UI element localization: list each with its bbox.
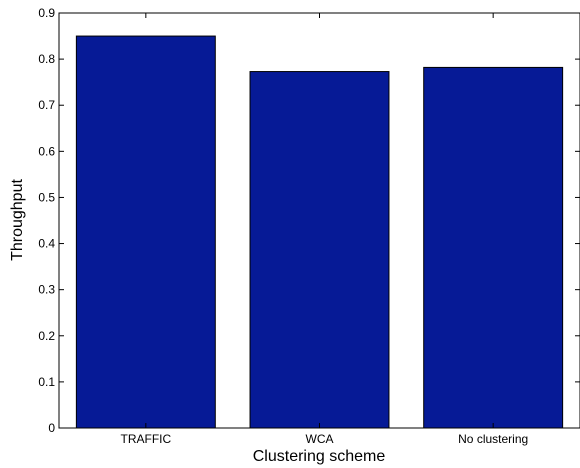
y-tick-label: 0.2 — [38, 329, 55, 343]
y-tick-label: 0 — [48, 421, 55, 435]
x-axis-title: Clustering scheme — [253, 448, 386, 465]
bar-traffic — [75, 35, 216, 429]
y-axis-title: Throughput — [9, 179, 26, 261]
y-tick-label: 0.1 — [38, 375, 55, 389]
y-tick-label: 0.4 — [38, 237, 55, 251]
x-tick-label: WCA — [306, 432, 334, 446]
y-tick-label: 0.9 — [38, 6, 55, 20]
bars-group — [75, 35, 564, 429]
y-tick-label: 0.3 — [38, 283, 55, 297]
bar-no-clustering — [423, 66, 564, 429]
x-tick-label: No clustering — [458, 432, 528, 446]
y-tick-label: 0.7 — [38, 98, 55, 112]
y-tick-label: 0.6 — [38, 144, 55, 158]
y-tick-label: 0.5 — [38, 190, 55, 204]
x-tick-label: TRAFFIC — [120, 432, 171, 446]
ticks-group: TRAFFIC WCA No clustering 0 0.1 0.2 0.3 0.4 0.5 0… — [38, 6, 580, 446]
y-tick-label: 0.8 — [38, 52, 55, 66]
bar-wca — [249, 71, 390, 429]
